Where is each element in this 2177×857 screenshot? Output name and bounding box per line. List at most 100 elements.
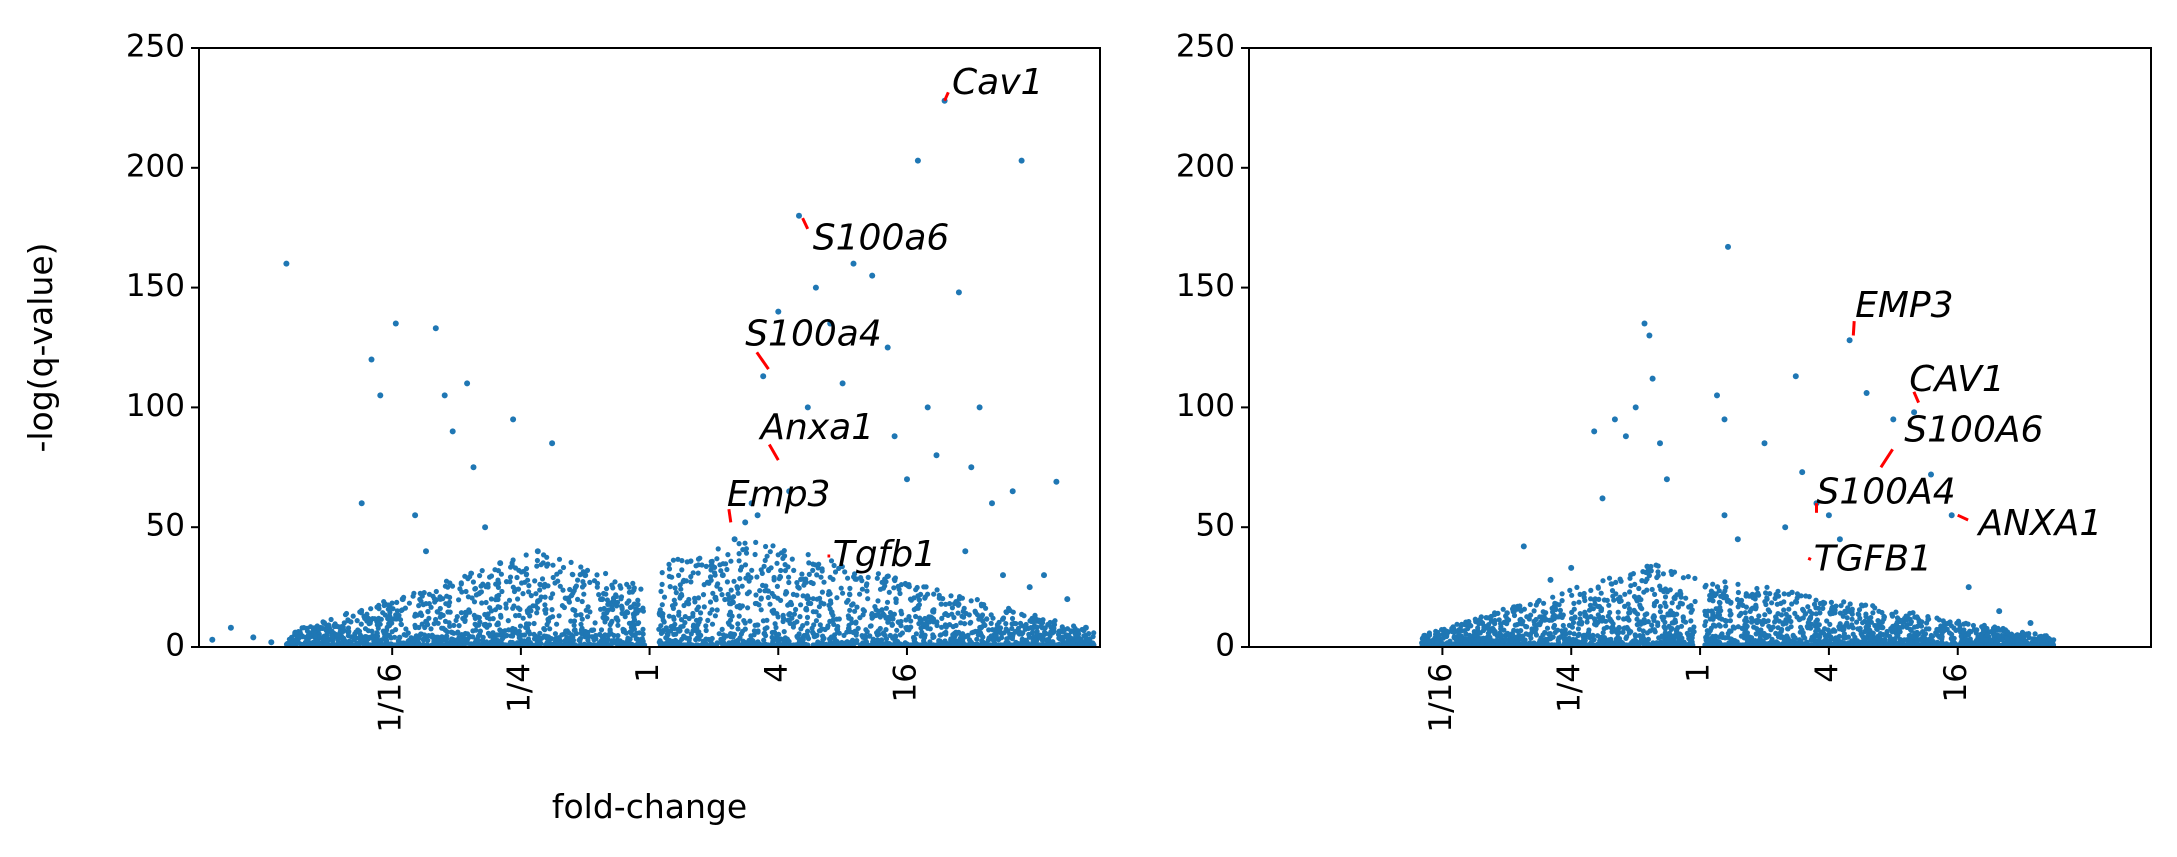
data-point <box>607 631 613 637</box>
data-point <box>735 626 741 632</box>
data-point <box>368 356 375 363</box>
data-point <box>735 621 741 627</box>
data-point <box>922 615 928 622</box>
data-point <box>456 597 462 603</box>
data-point <box>850 601 856 607</box>
data-point <box>882 583 888 589</box>
data-point <box>635 640 642 646</box>
data-point <box>619 604 625 610</box>
data-point <box>1599 618 1605 624</box>
data-point <box>1622 591 1628 597</box>
data-point <box>810 609 816 615</box>
data-point <box>312 633 318 639</box>
data-point <box>743 550 750 556</box>
data-point <box>810 580 816 587</box>
data-point <box>664 636 670 642</box>
data-point <box>1057 628 1063 634</box>
y-tick-label: 250 <box>126 29 185 65</box>
data-point <box>1020 630 1026 636</box>
data-point <box>948 636 954 642</box>
data-point <box>820 637 826 643</box>
data-point <box>465 640 471 646</box>
data-point <box>445 609 451 615</box>
data-point <box>593 632 599 639</box>
data-point <box>603 570 609 577</box>
data-point <box>463 588 469 595</box>
data-point <box>1669 626 1675 632</box>
data-point <box>1588 587 1594 594</box>
data-point <box>1638 597 1644 603</box>
data-point <box>584 567 591 574</box>
data-point <box>394 599 400 606</box>
data-point <box>1655 620 1661 626</box>
data-point <box>747 639 754 645</box>
data-point <box>731 578 737 584</box>
data-point <box>578 621 584 627</box>
data-point <box>803 579 809 585</box>
data-point <box>1494 633 1500 639</box>
data-point <box>707 610 713 616</box>
data-point <box>1526 616 1532 622</box>
data-point <box>526 583 532 589</box>
data-point <box>599 633 605 640</box>
data-point <box>751 628 758 634</box>
data-point <box>1644 587 1650 593</box>
data-point <box>510 416 517 423</box>
data-point <box>659 614 666 620</box>
data-point <box>1723 623 1729 629</box>
data-point <box>1730 624 1736 630</box>
data-point <box>1560 622 1566 629</box>
data-point <box>587 609 593 615</box>
data-point <box>892 577 898 584</box>
data-point <box>356 628 363 635</box>
data-point <box>268 639 275 646</box>
data-point <box>1548 635 1554 641</box>
data-point <box>747 618 753 624</box>
data-point <box>324 631 330 638</box>
data-point <box>1065 636 1071 643</box>
data-point <box>578 564 584 570</box>
data-point <box>502 628 508 634</box>
data-point <box>536 636 542 642</box>
data-point <box>1514 622 1520 628</box>
data-point <box>727 601 733 607</box>
data-point <box>814 572 820 578</box>
data-point <box>881 631 887 637</box>
data-point <box>1480 635 1486 641</box>
data-point <box>785 617 791 623</box>
data-point <box>1617 594 1623 600</box>
data-point <box>544 563 550 569</box>
data-point <box>752 622 758 628</box>
y-axis-label: -log(q-value) <box>21 242 60 452</box>
data-point <box>292 629 299 636</box>
data-point <box>913 605 919 612</box>
data-point <box>575 596 581 603</box>
data-point <box>949 605 956 611</box>
data-point <box>412 635 419 641</box>
data-point <box>808 600 814 607</box>
data-point <box>320 635 326 641</box>
data-point <box>988 612 994 618</box>
data-point <box>613 593 620 600</box>
data-point <box>904 624 910 631</box>
data-point <box>1636 585 1642 592</box>
data-point <box>340 624 346 630</box>
data-point <box>1588 639 1594 645</box>
data-point <box>477 619 483 625</box>
data-point <box>1735 589 1741 596</box>
data-point <box>1588 605 1594 612</box>
data-point <box>821 579 827 585</box>
data-point <box>889 613 895 619</box>
data-point <box>762 557 768 564</box>
data-point <box>719 626 725 633</box>
data-point <box>520 615 526 621</box>
data-point <box>1874 626 1880 633</box>
data-point <box>587 579 593 586</box>
data-point <box>1568 616 1575 622</box>
data-point <box>656 626 662 632</box>
data-point <box>1678 591 1684 597</box>
data-point <box>719 592 725 598</box>
data-point <box>1727 628 1733 634</box>
data-point <box>1451 629 1457 636</box>
data-point <box>670 557 677 563</box>
